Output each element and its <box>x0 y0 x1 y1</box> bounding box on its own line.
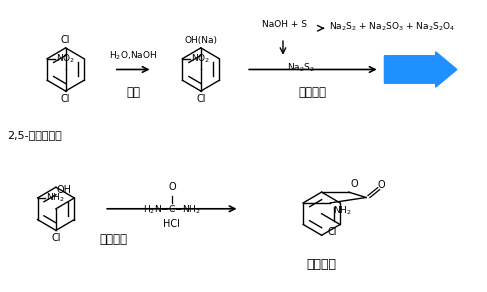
Text: 水解: 水解 <box>126 86 140 99</box>
Text: Cl: Cl <box>196 94 206 104</box>
Text: 环合反应: 环合反应 <box>100 233 128 246</box>
Text: HCl: HCl <box>164 219 180 229</box>
Text: NH$_2$: NH$_2$ <box>46 192 65 204</box>
FancyArrow shape <box>384 52 457 87</box>
Text: NO$_2$: NO$_2$ <box>56 53 75 65</box>
Text: H$_2$O,NaOH: H$_2$O,NaOH <box>109 49 157 62</box>
Text: H$_2$N$-$C$-$NH$_2$: H$_2$N$-$C$-$NH$_2$ <box>143 204 201 216</box>
Text: NO$_2$: NO$_2$ <box>191 53 210 65</box>
Text: 2,5-二氯硝基苯: 2,5-二氯硝基苯 <box>8 130 62 140</box>
Text: 还原反应: 还原反应 <box>298 86 326 99</box>
Text: O: O <box>351 179 358 189</box>
Text: Na$_2$S$_2$: Na$_2$S$_2$ <box>287 62 315 74</box>
Text: Cl: Cl <box>61 35 70 45</box>
Text: O: O <box>168 182 176 192</box>
Text: Cl: Cl <box>61 94 70 104</box>
Text: OH(Na): OH(Na) <box>185 36 217 45</box>
Text: NaOH + S: NaOH + S <box>262 20 307 29</box>
Text: NH$_2$: NH$_2$ <box>333 205 352 217</box>
Text: O: O <box>377 180 385 190</box>
Text: Na$_2$S$_2$ + Na$_2$SO$_3$ + Na$_2$S$_2$O$_4$: Na$_2$S$_2$ + Na$_2$SO$_3$ + Na$_2$S$_2$… <box>329 20 456 33</box>
Text: Cl: Cl <box>51 233 61 243</box>
Text: Cl: Cl <box>328 227 337 237</box>
Text: OH: OH <box>56 185 72 195</box>
Text: 氯唢沙宗: 氯唢沙宗 <box>307 258 337 271</box>
